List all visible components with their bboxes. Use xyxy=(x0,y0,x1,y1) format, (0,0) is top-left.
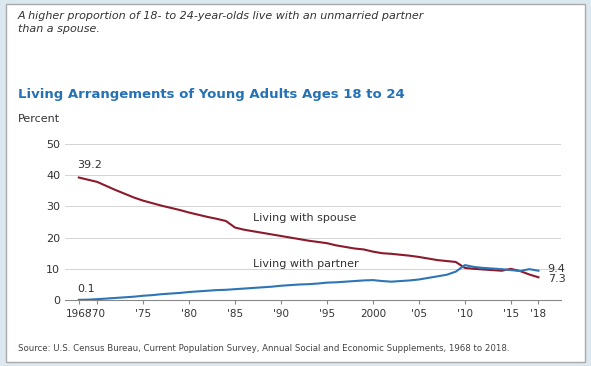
Text: 9.4: 9.4 xyxy=(548,264,566,274)
Text: 0.1: 0.1 xyxy=(77,284,95,295)
Text: 39.2: 39.2 xyxy=(77,160,102,170)
Text: Living Arrangements of Young Adults Ages 18 to 24: Living Arrangements of Young Adults Ages… xyxy=(18,88,404,101)
Text: A higher proportion of 18- to 24-year-olds live with an unmarried partner
than a: A higher proportion of 18- to 24-year-ol… xyxy=(18,11,424,34)
Text: Living with partner: Living with partner xyxy=(254,259,359,269)
Text: Living with spouse: Living with spouse xyxy=(254,213,357,224)
Text: 7.3: 7.3 xyxy=(548,274,566,284)
Text: Percent: Percent xyxy=(18,114,60,124)
Text: Source: U.S. Census Bureau, Current Population Survey, Annual Social and Economi: Source: U.S. Census Bureau, Current Popu… xyxy=(18,344,509,353)
